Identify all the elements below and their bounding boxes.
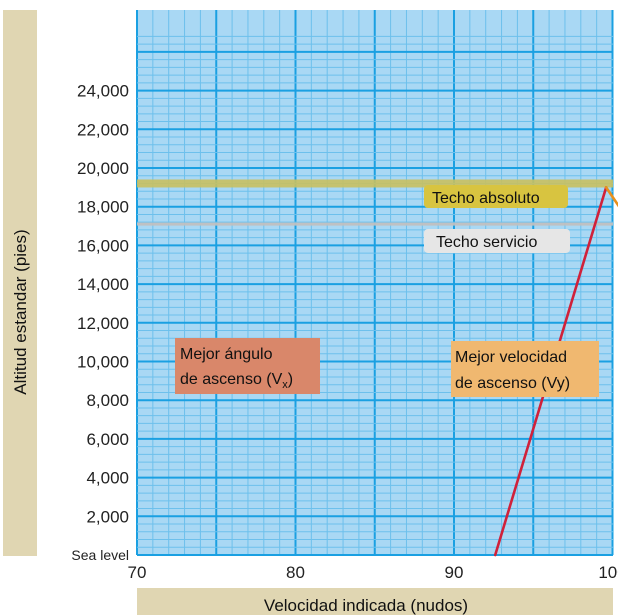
grid (136, 10, 614, 556)
y-tick-label: 20,000 (77, 159, 129, 178)
x-axis-title-band (137, 588, 613, 615)
y-tick-label: 6,000 (86, 430, 129, 449)
vy-annotation-line2: de ascenso (Vy) (455, 375, 570, 392)
y-axis-title: Altitud estandar (pies) (11, 229, 30, 394)
y-tick-label: 16,000 (77, 236, 129, 255)
x-tick-label: 100 (598, 563, 618, 582)
y-axis-title-band (3, 10, 37, 556)
y-tick-label: 2,000 (86, 507, 129, 526)
vx-annotation-line2-text: de ascenso (V (180, 371, 283, 388)
techo-absoluto-label: Techo absoluto (432, 190, 540, 207)
y-tick-label: 12,000 (77, 314, 129, 333)
tick-labels: 708090100110120Sea level2,0004,0006,0008… (71, 82, 618, 582)
vy-annotation-line1: Mejor velocidad (455, 349, 567, 366)
y-tick-label: 18,000 (77, 198, 129, 217)
y-tick-label: 4,000 (86, 469, 129, 488)
vx-annotation-line1: Mejor ángulo (180, 346, 273, 363)
vx-annotation-subscript: x (282, 379, 288, 391)
x-tick-label: 90 (445, 563, 464, 582)
y-tick-label: 10,000 (77, 353, 129, 372)
techo-servicio-box (424, 229, 570, 253)
vx-annotation-line2: de ascenso (Vx) (180, 371, 293, 391)
vx-annotation-box (175, 338, 320, 394)
x-axis-title: Velocidad indicada (nudos) (264, 596, 468, 615)
reference-lines (137, 179, 613, 226)
y-tick-label: 8,000 (86, 391, 129, 410)
y-tick-label: 24,000 (77, 82, 129, 101)
techo-servicio-label: Techo servicio (436, 234, 537, 251)
techo-absoluto-line (137, 179, 613, 188)
x-tick-label: 70 (128, 563, 147, 582)
y-tick-label: 22,000 (77, 120, 129, 139)
vx-annotation-close: ) (288, 371, 293, 388)
vy-annotation-box (451, 341, 599, 397)
techo-servicio-line (137, 222, 613, 226)
y-tick-label: Sea level (71, 547, 129, 563)
y-tick-label: 14,000 (77, 275, 129, 294)
techo-absoluto-box (424, 185, 568, 208)
x-tick-label: 80 (286, 563, 305, 582)
